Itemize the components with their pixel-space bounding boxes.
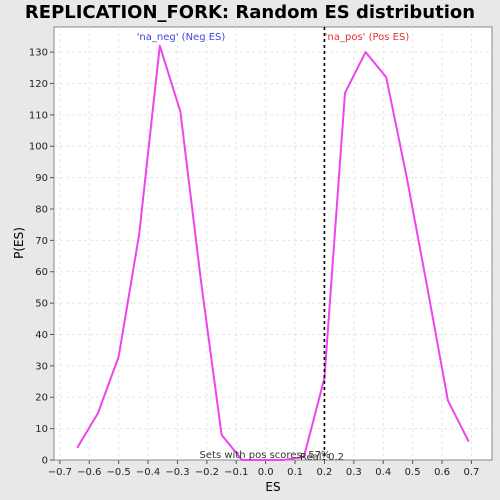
data-point [159,45,161,47]
x-tick-label: 0.0 [258,467,274,478]
pos-annotation: 'na_pos' (Pos ES) [325,32,410,43]
y-tick-label: 70 [35,236,48,247]
x-tick-label: 0.6 [434,467,450,478]
plot-area [53,26,493,461]
series-layer [76,44,470,461]
grid-lines [54,27,492,460]
y-tick-label: 120 [29,79,48,90]
data-point [405,176,408,179]
x-tick-label: −0.2 [195,467,219,478]
data-point [76,446,79,449]
y-tick-label: 30 [35,361,48,372]
y-tick-label: 20 [35,393,48,404]
y-tick-label: 130 [29,48,48,59]
data-point [200,280,202,282]
x-tick-label: −0.5 [107,467,131,478]
x-tick-label: 0.2 [316,467,332,478]
y-tick-label: 90 [35,173,48,184]
data-point [220,434,223,436]
data-point [344,92,346,94]
pos-scores-annotation: Sets with pos scores: 57% [200,450,331,461]
chart-title: REPLICATION_FORK: Random ES distribution [25,2,475,23]
data-point [467,440,470,442]
y-tick-label: 80 [35,204,48,215]
y-axis-label: P(ES) [12,227,26,259]
x-tick-label: 0.1 [287,467,303,478]
data-point [282,459,285,461]
x-tick-label: 0.4 [375,467,391,478]
neg-annotation: 'na_neg' (Neg ES) [137,32,226,43]
x-tick-label: −0.1 [224,467,248,478]
x-tick-label: −0.3 [165,467,189,478]
data-point [97,412,99,414]
data-point [303,456,305,458]
x-tick-label: 0.7 [463,467,479,478]
data-point [426,286,429,289]
x-tick-label: 0.5 [405,467,421,478]
x-tick-label: 0.3 [346,467,362,478]
data-point [117,355,120,358]
data-point [241,459,243,461]
y-tick-label: 100 [29,142,48,153]
x-tick-label: −0.4 [136,467,160,478]
y-tick-label: 0 [42,456,48,467]
cutoff-annotation: Real: 0.2 [300,452,344,463]
data-point [138,233,141,235]
y-tick-label: 50 [35,299,48,310]
x-axis-label: ES [265,480,280,494]
x-tick-label: −0.7 [48,467,72,478]
data-point [261,459,264,461]
data-point [179,110,182,113]
y-tick-label: 40 [35,330,48,341]
y-tick-label: 60 [35,267,48,278]
y-tick-label: 110 [29,110,48,121]
data-point [323,377,326,380]
x-tick-label: −0.6 [77,467,101,478]
data-point [385,76,387,79]
es-distribution-line [76,44,470,461]
y-tick-label: 10 [35,424,48,435]
data-point [447,399,449,402]
data-point [364,51,367,53]
